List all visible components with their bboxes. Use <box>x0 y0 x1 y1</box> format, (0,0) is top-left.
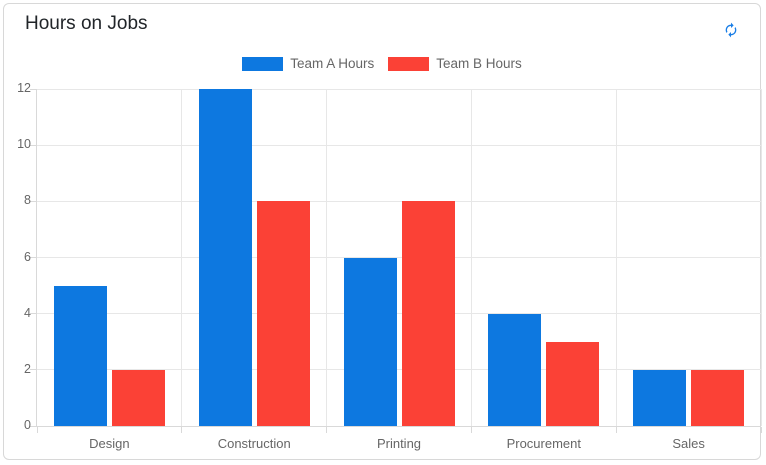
bar-team-a-hours-design[interactable] <box>53 285 107 426</box>
x-axis-tick <box>470 427 472 433</box>
y-axis-tick <box>30 313 37 315</box>
gridline-y <box>37 257 761 258</box>
bar-team-b-hours-procurement[interactable] <box>546 341 600 426</box>
plot-area: 0 2 4 6 8 10 12 Design Construction Printing Procu… <box>17 81 762 451</box>
y-axis-label: 4 <box>24 305 31 320</box>
x-axis-tick <box>181 427 183 433</box>
y-axis-tick <box>30 88 37 90</box>
x-axis-label: Printing <box>376 436 422 451</box>
x-axis-label: Sales <box>672 436 705 451</box>
gridline-x <box>326 89 328 426</box>
x-axis-tick <box>615 427 617 433</box>
bar-team-a-hours-procurement[interactable] <box>488 313 542 426</box>
refresh-icon <box>725 22 737 38</box>
y-axis-label: 10 <box>17 137 31 152</box>
refresh-button[interactable] <box>721 20 741 40</box>
legend-swatch <box>242 56 284 71</box>
gridline-x <box>181 89 183 426</box>
gridline-y <box>37 200 761 202</box>
x-axis-label: Design <box>89 436 130 451</box>
bar-team-a-hours-printing[interactable] <box>343 257 397 426</box>
y-axis-label: 0 <box>24 418 31 432</box>
legend-label: Team B Hours <box>436 56 522 71</box>
gridline-y <box>37 369 761 371</box>
gridline-x <box>470 89 472 426</box>
chart-legend: Team A Hours Team B Hours <box>4 56 760 71</box>
page-title: Hours on Jobs <box>25 13 148 34</box>
y-axis-tick <box>30 144 37 146</box>
bar-team-b-hours-printing[interactable] <box>401 201 455 426</box>
legend-swatch <box>388 56 430 71</box>
y-axis-tick <box>30 257 37 258</box>
y-axis-tick <box>30 200 37 202</box>
gridline-y <box>37 88 761 90</box>
x-axis-tick <box>36 427 38 433</box>
legend-item-team-a-hours[interactable]: Team A Hours <box>242 56 374 71</box>
x-axis-label: Procurement <box>506 436 581 451</box>
bar-team-a-hours-sales[interactable] <box>633 369 687 426</box>
legend-label: Team A Hours <box>290 56 375 71</box>
y-axis-label: 2 <box>24 361 31 376</box>
y-axis-tick <box>30 369 37 371</box>
bar-team-a-hours-construction[interactable] <box>198 89 252 426</box>
x-axis-tick <box>760 427 762 433</box>
x-axis-label: Construction <box>217 436 291 451</box>
legend-item-team-b-hours[interactable]: Team B Hours <box>388 56 522 71</box>
y-axis-tick <box>30 425 37 427</box>
gridline-y <box>37 144 761 146</box>
bar-team-b-hours-construction[interactable] <box>256 201 310 426</box>
y-axis-label: 8 <box>24 193 31 208</box>
bar-team-b-hours-sales[interactable] <box>691 369 745 426</box>
x-axis-tick <box>326 427 328 433</box>
gridline-x <box>615 89 617 426</box>
y-axis-label: 12 <box>17 81 31 95</box>
chart-card: Hours on Jobs Team A Hours Team B Hours 0… <box>3 3 762 460</box>
gridline-y <box>37 313 761 315</box>
y-axis-label: 6 <box>24 249 31 264</box>
gridline-x <box>760 89 762 426</box>
bar-team-b-hours-design[interactable] <box>111 369 165 426</box>
